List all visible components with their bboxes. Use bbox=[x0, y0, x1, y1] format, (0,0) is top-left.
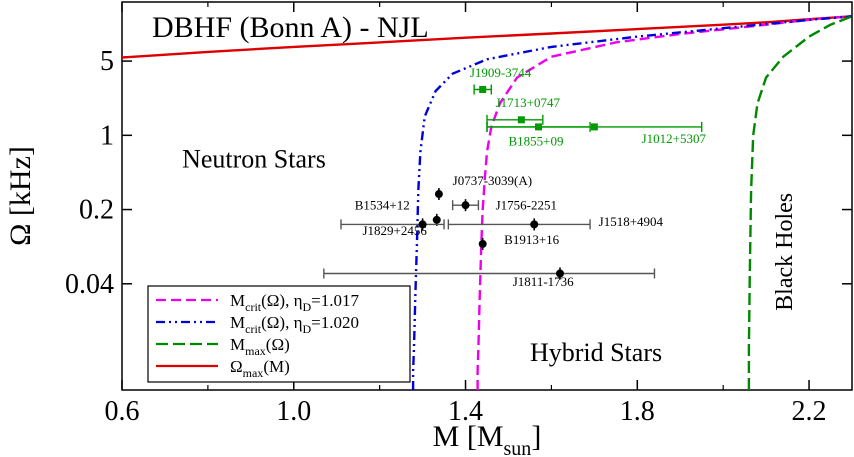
pulsar-point bbox=[530, 220, 539, 229]
y-tick-label: 5 bbox=[100, 46, 114, 77]
pulsar-point bbox=[479, 86, 487, 94]
y-axis-label: Ω [kHz] bbox=[4, 146, 37, 246]
legend-entry-rest: (Ω), η bbox=[261, 313, 302, 332]
legend-entry-main: M bbox=[230, 313, 245, 332]
legend-entry: Ωmax(M) bbox=[230, 357, 290, 380]
pulsar-label: J1829+2456 bbox=[362, 223, 427, 238]
legend-entry-main: M bbox=[230, 335, 245, 354]
legend-entry-sub2: D bbox=[302, 322, 311, 336]
legend-entry-sub: crit bbox=[245, 300, 262, 314]
y-tick-label: 1 bbox=[100, 120, 114, 151]
legend-entry-main: M bbox=[230, 291, 245, 310]
pulsar-label: J1909-3744 bbox=[470, 65, 532, 80]
pulsar-point bbox=[432, 215, 441, 224]
y-tick-label: 0.2 bbox=[79, 195, 114, 226]
legend-entry-sub: max bbox=[243, 366, 264, 380]
legend-entry: Mcrit(Ω), ηD=1.020 bbox=[230, 313, 359, 336]
pulsar-label: J1713+0747 bbox=[496, 95, 561, 110]
pulsar-point bbox=[556, 269, 564, 278]
pulsar-label: B1855+09 bbox=[508, 134, 563, 149]
legend-entry-main: Ω bbox=[230, 357, 243, 376]
pulsar-point bbox=[418, 220, 427, 229]
pulsar-label: J1518+4904 bbox=[599, 214, 664, 229]
pulsar-point bbox=[478, 239, 487, 248]
region-label: Black Holes bbox=[772, 193, 798, 311]
series-line-0 bbox=[122, 15, 852, 59]
region-label: Hybrid Stars bbox=[530, 338, 662, 367]
x-tick-label: 2.2 bbox=[792, 396, 827, 427]
pulsar-label: J1811-1736 bbox=[513, 274, 574, 289]
legend-entry: Mmax(Ω) bbox=[230, 335, 290, 358]
pulsar-point bbox=[517, 116, 525, 124]
legend-entry-rest2: =1.017 bbox=[311, 291, 359, 310]
legend-entry: Mcrit(Ω), ηD=1.017 bbox=[230, 291, 359, 314]
legend-entry-rest: (Ω) bbox=[266, 335, 290, 354]
series-line-3 bbox=[747, 15, 852, 390]
plot-frame bbox=[121, 1, 853, 391]
pulsar-point bbox=[434, 190, 443, 199]
pulsar-point bbox=[590, 123, 598, 131]
x-tick-label: 1.4 bbox=[448, 396, 483, 427]
y-tick-label: 0.04 bbox=[65, 269, 114, 300]
region-label: Neutron Stars bbox=[182, 144, 326, 173]
x-axis-label-main: M [M bbox=[433, 420, 504, 453]
x-axis-label-close: ] bbox=[531, 420, 541, 453]
pulsar-label: B1913+16 bbox=[504, 232, 560, 247]
pulsar-label: J0737-3039(A) bbox=[453, 173, 532, 188]
x-axis-label-sub: sun bbox=[504, 438, 532, 457]
pulsar-label: B1534+12 bbox=[355, 198, 410, 213]
x-axis-label: M [Msun] bbox=[433, 420, 542, 457]
x-tick-label: 1.8 bbox=[620, 396, 655, 427]
chart-title: DBHF (Bonn A) - NJL bbox=[152, 11, 429, 44]
pulsar-label: J1012+5307 bbox=[642, 131, 707, 146]
legend-entry-sub2: D bbox=[302, 300, 311, 314]
legend-entry-rest2: =1.020 bbox=[311, 313, 359, 332]
legend-entry-rest: (Ω), η bbox=[261, 291, 302, 310]
x-tick-label: 1.0 bbox=[276, 396, 311, 427]
pulsar-point bbox=[461, 201, 470, 210]
legend-entry-rest: (M) bbox=[263, 357, 289, 376]
series-line-2 bbox=[411, 15, 852, 390]
legend-entry-sub: max bbox=[245, 344, 266, 358]
x-tick-label: 0.6 bbox=[105, 396, 140, 427]
pulsar-label: J1756-2251 bbox=[496, 198, 557, 213]
legend-entry-sub: crit bbox=[245, 322, 262, 336]
